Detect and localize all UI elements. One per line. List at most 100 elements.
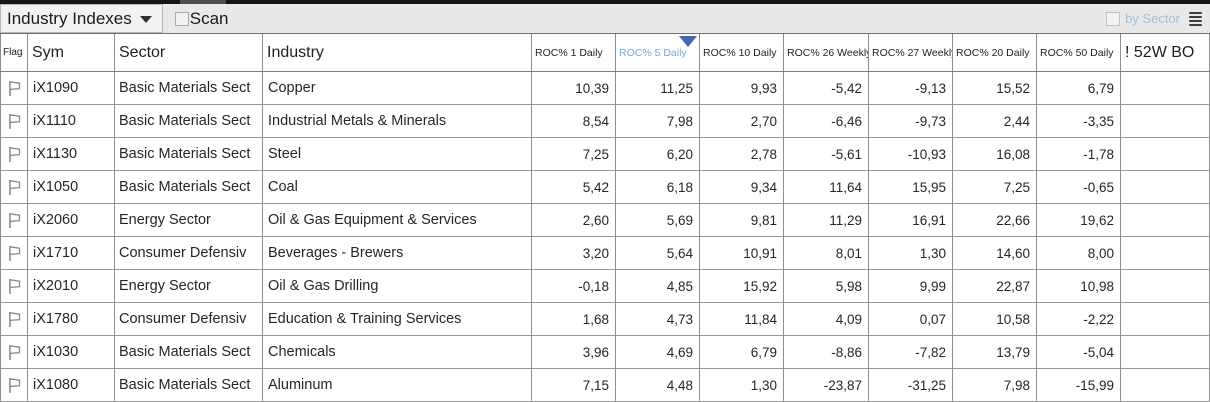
symbol-cell: iX2010 <box>28 270 115 302</box>
column-header-roc50[interactable]: ROC% 50 Daily <box>1037 34 1121 71</box>
roc50-daily-cell: -15,99 <box>1037 369 1121 401</box>
column-header-roc20[interactable]: ROC% 20 Daily <box>953 34 1037 71</box>
dataset-dropdown-label: Industry Indexes <box>7 8 132 28</box>
bo-52w-cell <box>1121 171 1210 203</box>
sector-cell: Energy Sector <box>115 204 263 236</box>
industry-cell: Copper <box>263 72 532 104</box>
roc1-daily-cell: 2,60 <box>532 204 616 236</box>
flag-icon[interactable] <box>7 277 22 295</box>
bo-52w-cell <box>1121 270 1210 302</box>
sector-cell: Basic Materials Sect <box>115 105 263 137</box>
scan-checkbox[interactable] <box>174 11 189 26</box>
column-header-roc26w[interactable]: ROC% 26 Weekly <box>784 34 869 71</box>
column-header-sym[interactable]: Sym <box>28 34 115 71</box>
flag-cell[interactable] <box>0 105 28 137</box>
bo-52w-cell <box>1121 105 1210 137</box>
sort-desc-icon <box>679 36 697 47</box>
symbol-cell: iX1780 <box>28 303 115 335</box>
by-sector-label: by Sector <box>1125 11 1180 26</box>
roc10-daily-cell: 11,84 <box>700 303 784 335</box>
roc27-weekly-cell: 16,91 <box>869 204 953 236</box>
industry-cell: Chemicals <box>263 336 532 368</box>
flag-cell[interactable] <box>0 72 28 104</box>
flag-icon[interactable] <box>7 310 22 328</box>
roc10-daily-cell: 9,93 <box>700 72 784 104</box>
industry-cell: Education & Training Services <box>263 303 532 335</box>
industry-cell: Oil & Gas Drilling <box>263 270 532 302</box>
table-row[interactable]: iX1080 Basic Materials Sect Aluminum 7,1… <box>0 369 1210 402</box>
table-row[interactable]: iX1710 Consumer Defensiv Beverages - Bre… <box>0 237 1210 270</box>
flag-icon[interactable] <box>7 376 22 394</box>
roc27-weekly-cell: -9,13 <box>869 72 953 104</box>
flag-icon[interactable] <box>7 211 22 229</box>
flag-cell[interactable] <box>0 369 28 401</box>
sector-cell: Basic Materials Sect <box>115 171 263 203</box>
roc10-daily-cell: 1,30 <box>700 369 784 401</box>
column-header-roc5-label: ROC% 5 Daily <box>619 46 687 59</box>
flag-icon[interactable] <box>7 343 22 361</box>
flag-icon[interactable] <box>7 145 22 163</box>
flag-icon[interactable] <box>7 79 22 97</box>
flag-cell[interactable] <box>0 336 28 368</box>
column-header-roc5-sorted[interactable]: ROC% 5 Daily <box>616 34 700 71</box>
table-row[interactable]: iX2060 Energy Sector Oil & Gas Equipment… <box>0 204 1210 237</box>
roc1-daily-cell: 1,68 <box>532 303 616 335</box>
column-header-roc27w[interactable]: ROC% 27 Weekly <box>869 34 953 71</box>
flag-cell[interactable] <box>0 171 28 203</box>
table-row[interactable]: iX2010 Energy Sector Oil & Gas Drilling … <box>0 270 1210 303</box>
industry-cell: Oil & Gas Equipment & Services <box>263 204 532 236</box>
table-row[interactable]: iX1050 Basic Materials Sect Coal 5,42 6,… <box>0 171 1210 204</box>
roc10-daily-cell: 2,70 <box>700 105 784 137</box>
table-row[interactable]: iX1110 Basic Materials Sect Industrial M… <box>0 105 1210 138</box>
roc26-weekly-cell: -8,86 <box>784 336 869 368</box>
column-header-52w-bo[interactable]: ! 52W BO <box>1121 34 1210 71</box>
roc5-daily-cell: 4,73 <box>616 303 700 335</box>
industry-cell: Industrial Metals & Minerals <box>263 105 532 137</box>
sector-cell: Consumer Defensiv <box>115 303 263 335</box>
flag-icon[interactable] <box>7 178 22 196</box>
table-row[interactable]: iX1780 Consumer Defensiv Education & Tra… <box>0 303 1210 336</box>
sector-cell: Consumer Defensiv <box>115 237 263 269</box>
column-header-flag[interactable]: Flag <box>0 34 28 71</box>
table-body: iX1090 Basic Materials Sect Copper 10,39… <box>0 72 1210 402</box>
flag-cell[interactable] <box>0 303 28 335</box>
roc50-daily-cell: -2,22 <box>1037 303 1121 335</box>
sector-cell: Basic Materials Sect <box>115 72 263 104</box>
flag-cell[interactable] <box>0 237 28 269</box>
sector-cell: Basic Materials Sect <box>115 336 263 368</box>
roc1-daily-cell: 3,20 <box>532 237 616 269</box>
column-header-sector[interactable]: Sector <box>115 34 263 71</box>
roc20-daily-cell: 15,52 <box>953 72 1037 104</box>
bo-52w-cell <box>1121 369 1210 401</box>
flag-icon[interactable] <box>7 244 22 262</box>
column-header-industry[interactable]: Industry <box>263 34 532 71</box>
symbol-cell: iX1710 <box>28 237 115 269</box>
window-top-strip-segment <box>180 0 226 4</box>
roc50-daily-cell: 6,79 <box>1037 72 1121 104</box>
by-sector-checkbox[interactable] <box>1106 11 1121 26</box>
roc27-weekly-cell: -7,82 <box>869 336 953 368</box>
roc27-weekly-cell: -9,73 <box>869 105 953 137</box>
flag-cell[interactable] <box>0 138 28 170</box>
table-row[interactable]: iX1030 Basic Materials Sect Chemicals 3,… <box>0 336 1210 369</box>
table-row[interactable]: iX1130 Basic Materials Sect Steel 7,25 6… <box>0 138 1210 171</box>
industry-cell: Aluminum <box>263 369 532 401</box>
roc27-weekly-cell: 9,99 <box>869 270 953 302</box>
flag-cell[interactable] <box>0 270 28 302</box>
roc26-weekly-cell: 11,29 <box>784 204 869 236</box>
flag-cell[interactable] <box>0 204 28 236</box>
roc10-daily-cell: 2,78 <box>700 138 784 170</box>
bo-52w-cell <box>1121 72 1210 104</box>
roc20-daily-cell: 10,58 <box>953 303 1037 335</box>
dataset-dropdown[interactable]: Industry Indexes <box>0 4 163 33</box>
symbol-cell: iX1090 <box>28 72 115 104</box>
flag-icon[interactable] <box>7 112 22 130</box>
scan-toggle[interactable]: Scan <box>174 9 229 29</box>
column-header-roc10[interactable]: ROC% 10 Daily <box>700 34 784 71</box>
hamburger-menu-icon[interactable] <box>1189 11 1202 26</box>
roc10-daily-cell: 6,79 <box>700 336 784 368</box>
table-row[interactable]: iX1090 Basic Materials Sect Copper 10,39… <box>0 72 1210 105</box>
column-header-roc1[interactable]: ROC% 1 Daily <box>532 34 616 71</box>
sector-cell: Basic Materials Sect <box>115 369 263 401</box>
